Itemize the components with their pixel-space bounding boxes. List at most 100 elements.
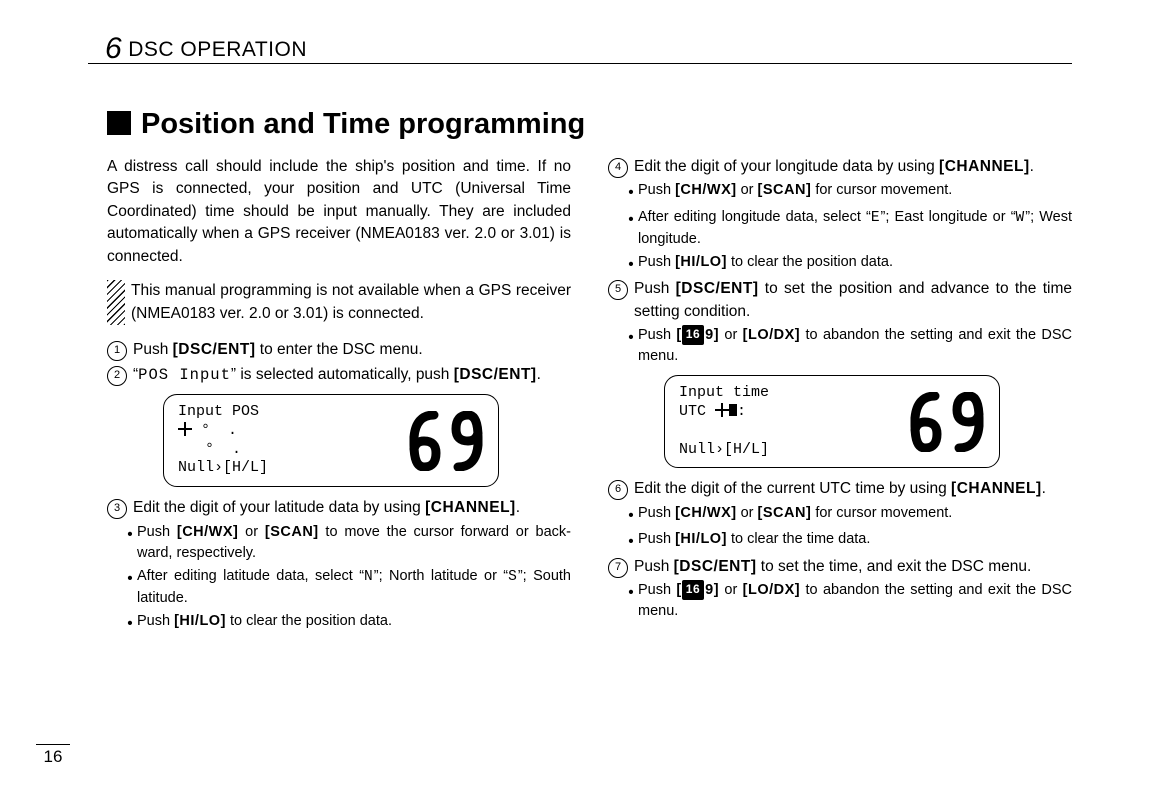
text: for cursor movement. xyxy=(811,182,952,198)
circled-number-icon: 7 xyxy=(608,558,628,578)
text: Push xyxy=(634,280,676,297)
step-5: 5 Push [DSC/ENT] to set the position and… xyxy=(608,278,1072,323)
sub-body: Push [CH/WX] or [SCAN] to move the curso… xyxy=(137,522,571,564)
lcd-line: : xyxy=(737,403,746,420)
key-label: [CHAN­NEL] xyxy=(951,480,1042,497)
sub-body: Push [CH/WX] or [SCAN] for cursor moveme… xyxy=(638,180,1072,204)
digit-9-icon xyxy=(949,392,989,452)
circled-number-icon: 6 xyxy=(608,480,628,500)
bullet-icon: • xyxy=(125,568,135,609)
bullet-icon: • xyxy=(626,531,636,553)
step-7a: • Push [169] or [LO/DX] to abandon the s… xyxy=(626,580,1072,622)
heading-bullet-icon xyxy=(107,111,131,135)
step-6b: • Push [HI/LO] to clear the time data. xyxy=(626,529,1072,553)
lcd-line: Input time xyxy=(679,384,769,401)
key-label: [CHANNEL] xyxy=(939,158,1030,175)
right-column: 4 Edit the digit of your longitude data … xyxy=(608,156,1072,637)
text: to clear the time data. xyxy=(727,531,870,547)
step-7: 7 Push [DSC/ENT] to set the time, and ex… xyxy=(608,556,1072,578)
text: to clear the position data. xyxy=(727,254,893,270)
key-label: [CHANNEL] xyxy=(425,499,516,516)
key-label: [169] xyxy=(676,582,719,598)
step-2: 2 “POS Input” is selected automatically,… xyxy=(107,364,571,386)
sub-body: Push [169] or [LO/DX] to abandon the set… xyxy=(638,580,1072,622)
section-heading: Position and Time programming xyxy=(107,108,585,141)
key-label: [DSC/ENT] xyxy=(674,558,757,575)
sub-body: Push [HI/LO] to clear the position data. xyxy=(137,611,571,635)
circled-number-icon: 1 xyxy=(107,341,127,361)
key-label: [HI/LO] xyxy=(174,613,226,629)
step-4a: • Push [CH/WX] or [SCAN] for cursor move… xyxy=(626,180,1072,204)
text: Edit the digit of your latitude data by … xyxy=(133,499,425,516)
key-label: [DSC/ENT] xyxy=(676,280,759,297)
lcd-illustration-2: Input time UTC : Null›[H/L] xyxy=(664,375,1000,468)
text: to set the time, and exit the DSC menu. xyxy=(757,558,1032,575)
lcd-text: POS Input xyxy=(138,366,231,384)
left-column: A distress call should include the ship'… xyxy=(107,156,571,637)
header-rule xyxy=(88,63,1072,64)
text: or xyxy=(737,505,758,521)
text: Push xyxy=(638,327,676,343)
key-label: [CH/WX] xyxy=(675,182,737,198)
sub-body: Push [169] or [LO/DX] to abandon the set… xyxy=(638,325,1072,367)
lcd-line: UTC xyxy=(679,403,715,420)
text: or xyxy=(719,327,743,343)
heading-text: Position and Time programming xyxy=(141,108,585,140)
step-3a: • Push [CH/WX] or [SCAN] to move the cur… xyxy=(125,522,571,564)
circled-number-icon: 3 xyxy=(107,499,127,519)
ch16-icon: 16 xyxy=(682,580,704,599)
bullet-icon: • xyxy=(626,254,636,276)
circled-number-icon: 4 xyxy=(608,158,628,178)
key-label: [HI/LO] xyxy=(675,531,727,547)
bullet-icon: • xyxy=(626,209,636,250)
text: Push xyxy=(638,182,675,198)
text: Push xyxy=(638,582,676,598)
digit-6-icon xyxy=(905,392,945,452)
text: . xyxy=(516,499,520,516)
key-label: [SCAN] xyxy=(265,524,319,540)
step-body: Edit the digit of your latitude data by … xyxy=(133,497,571,519)
bullet-icon: • xyxy=(626,505,636,527)
text: Push xyxy=(634,558,674,575)
chapter-title: DSC OPERATION xyxy=(128,38,307,61)
key-label: [169] xyxy=(676,327,719,343)
text: . xyxy=(1042,480,1046,497)
cursor-block-icon xyxy=(729,404,737,416)
key-label: [SCAN] xyxy=(758,182,812,198)
key-label: [LO/DX] xyxy=(743,582,800,598)
bullet-icon: • xyxy=(626,327,636,367)
step-3: 3 Edit the digit of your latitude data b… xyxy=(107,497,571,519)
key-label: [CH/WX] xyxy=(177,524,239,540)
note-text: This manual programming is not available… xyxy=(131,280,571,325)
lcd-text-lines: Input POS ° . ° . Null›[H/L] xyxy=(178,403,268,478)
step-6a: • Push [CH/WX] or [SCAN] for cursor move… xyxy=(626,503,1072,527)
sub-body: Push [CH/WX] or [SCAN] for cursor moveme… xyxy=(638,503,1072,527)
lcd-line: Null›[H/L] xyxy=(679,441,769,458)
text: Push xyxy=(133,341,173,358)
digit-6-icon xyxy=(404,411,444,471)
step-3b: • After editing latitude data, select “N… xyxy=(125,566,571,609)
step-1: 1 Push [DSC/ENT] to enter the DSC menu. xyxy=(107,339,571,361)
ch16-icon: 16 xyxy=(682,325,704,344)
text: . xyxy=(537,366,541,383)
step-4b: • After editing longitude data, select “… xyxy=(626,207,1072,250)
text: or xyxy=(737,182,758,198)
channel-69-digits xyxy=(404,411,488,471)
lcd-illustration-1: Input POS ° . ° . Null›[H/L] xyxy=(163,394,499,487)
step-5a: • Push [169] or [LO/DX] to abandon the s… xyxy=(626,325,1072,367)
text: to clear the position data. xyxy=(226,613,392,629)
key-label: [DSC/ENT] xyxy=(173,341,256,358)
bullet-icon: • xyxy=(626,182,636,204)
step-body: Push [DSC/ENT] to set the position and a… xyxy=(634,278,1072,323)
step-body: Edit the digit of the current UTC time b… xyxy=(634,478,1072,500)
text: 9] xyxy=(705,582,719,598)
step-body: Edit the digit of your longitude data by… xyxy=(634,156,1072,178)
text: Push xyxy=(638,531,675,547)
key-label: [CH/WX] xyxy=(675,505,737,521)
key-label: [HI/LO] xyxy=(675,254,727,270)
step-body: Push [DSC/ENT] to set the time, and exit… xyxy=(634,556,1072,578)
hatch-icon xyxy=(107,280,125,325)
sub-body: After editing latitude data, select “N”;… xyxy=(137,566,571,609)
page-number: 16 xyxy=(36,744,70,775)
step-body: “POS Input” is selected automatically, p… xyxy=(133,364,571,386)
